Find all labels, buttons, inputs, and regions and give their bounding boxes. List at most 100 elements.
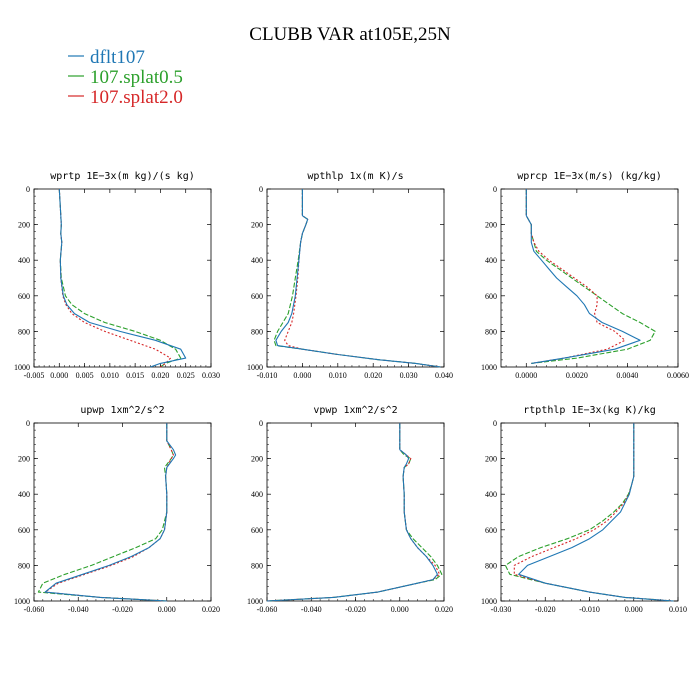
x-tick-label: 0.000 [50, 371, 68, 380]
x-tick-label: -0.020 [112, 605, 133, 614]
series-line-dflt107 [525, 189, 641, 364]
x-tick-label: -0.060 [24, 605, 45, 614]
x-tick-label: 0.0000 [515, 371, 537, 380]
x-tick-label: -0.030 [491, 605, 512, 614]
y-tick-label: 200 [18, 221, 30, 230]
x-tick-label: 0.005 [76, 371, 94, 380]
panel-5: rtpthlp 1E−3x(kg K)/kg -0.030 -0.020 -0.010… [481, 405, 687, 614]
y-tick-label: 0 [259, 185, 263, 194]
plot-frame [266, 188, 445, 368]
y-tick-label: 200 [251, 455, 263, 464]
x-tick-label: 0.020 [202, 605, 220, 614]
x-tick-label: 0.040 [435, 371, 453, 380]
legend: dflt107 107.splat0.5 107.splat2.0 [68, 47, 183, 108]
y-tick-label: 200 [18, 455, 30, 464]
x-tick-label: 0.0060 [667, 371, 689, 380]
panel-3: upwp 1xm^2/s^2 -0.060 -0.040 -0.020 0.000 0.0… [14, 405, 220, 614]
x-tick-label: 0.000 [391, 605, 409, 614]
series-line-dflt107 [275, 189, 441, 368]
y-tick-label: 600 [251, 292, 263, 301]
panel-2: wprcp 1E−3x(m/s) (kg/kg) 0.0000 0.0020 0.00… [481, 171, 689, 380]
panel-1: wpthlp 1x(m K)/s -0.010 0.000 0.010 0.020 0.0… [247, 171, 453, 380]
y-tick-label: 600 [485, 526, 497, 535]
plot-frame [500, 188, 679, 368]
series-line-dflt107 [58, 188, 187, 368]
x-tick-label: 0.000 [158, 605, 176, 614]
y-tick-label: 800 [251, 327, 263, 336]
series-line-dflt107 [44, 423, 177, 602]
x-tick-label: 0.025 [177, 371, 195, 380]
y-tick-label: 1000 [481, 363, 497, 372]
series-line-dflt107 [518, 423, 674, 602]
x-tick-label: 0.000 [293, 371, 311, 380]
x-tick-label: 0.010 [329, 371, 347, 380]
panel-0: wprtp 1E−3x(m kg)/(s kg) -0.005 0.000 0.005… [14, 171, 220, 380]
x-tick-label: 0.030 [202, 371, 220, 380]
y-tick-label: 600 [251, 526, 263, 535]
x-tick-label: -0.040 [68, 605, 89, 614]
y-tick-label: 0 [26, 419, 30, 428]
x-tick-label: 0.0040 [616, 371, 638, 380]
y-tick-label: 800 [485, 561, 497, 570]
panel-title: vpwp 1xm^2/s^2 [313, 405, 397, 416]
y-tick-label: 400 [485, 490, 497, 499]
x-tick-label: 0.010 [669, 605, 687, 614]
x-tick-label: 0.020 [364, 371, 382, 380]
x-tick-label: 0.015 [126, 371, 144, 380]
y-tick-label: 1000 [247, 363, 263, 372]
panel-title: wprtp 1E−3x(m kg)/(s kg) [50, 171, 195, 182]
y-tick-label: 1000 [247, 597, 263, 606]
series-line-107.splat2.0 [44, 423, 174, 602]
panel-title: wpthlp 1x(m K)/s [307, 171, 403, 182]
y-tick-label: 600 [18, 292, 30, 301]
figure-title: CLUBB VAR at105E,25N [249, 24, 451, 45]
panel-grid: wprtp 1E−3x(m kg)/(s kg) -0.005 0.000 0.005… [14, 171, 689, 614]
x-tick-label: 0.000 [625, 605, 643, 614]
y-tick-label: 0 [493, 419, 497, 428]
y-tick-label: 200 [251, 221, 263, 230]
x-tick-label: 0.020 [151, 371, 169, 380]
x-tick-label: -0.010 [579, 605, 600, 614]
y-tick-label: 400 [18, 490, 30, 499]
y-tick-label: 1000 [481, 597, 497, 606]
x-tick-label: -0.060 [257, 605, 278, 614]
plot-frame [33, 188, 212, 368]
y-tick-label: 800 [251, 561, 263, 570]
y-tick-label: 400 [251, 256, 263, 265]
y-tick-label: 800 [18, 327, 30, 336]
x-tick-label: -0.005 [24, 371, 45, 380]
series-line-dflt107 [266, 423, 438, 602]
y-tick-label: 800 [485, 327, 497, 336]
x-tick-label: 0.030 [400, 371, 418, 380]
panel-title: wprcp 1E−3x(m/s) (kg/kg) [517, 171, 662, 182]
x-tick-label: -0.040 [301, 605, 322, 614]
x-tick-label: 0.0020 [566, 371, 588, 380]
y-tick-label: 1000 [14, 363, 30, 372]
y-tick-label: 400 [485, 256, 497, 265]
y-tick-label: 400 [251, 490, 263, 499]
y-tick-label: 800 [18, 561, 30, 570]
y-tick-label: 0 [26, 185, 30, 194]
x-tick-label: 0.010 [101, 371, 119, 380]
y-tick-label: 200 [485, 455, 497, 464]
series-line-107.splat0.5 [504, 423, 674, 602]
panel-4: vpwp 1xm^2/s^2 -0.060 -0.040 -0.020 0.000 0.0… [247, 405, 453, 614]
x-tick-label: 0.020 [435, 605, 453, 614]
x-tick-label: -0.020 [345, 605, 366, 614]
legend-label-2: 107.splat2.0 [90, 87, 183, 108]
y-tick-label: 0 [259, 419, 263, 428]
legend-label-1: 107.splat0.5 [90, 67, 183, 88]
y-tick-label: 1000 [14, 597, 30, 606]
panel-title: upwp 1xm^2/s^2 [80, 405, 164, 416]
panel-title: rtpthlp 1E−3x(kg K)/kg [523, 405, 655, 416]
y-tick-label: 400 [18, 256, 30, 265]
y-tick-label: 200 [485, 221, 497, 230]
legend-label-0: dflt107 [90, 47, 145, 68]
y-tick-label: 600 [18, 526, 30, 535]
x-tick-label: -0.020 [535, 605, 556, 614]
y-tick-label: 600 [485, 292, 497, 301]
x-tick-label: -0.010 [257, 371, 278, 380]
y-tick-label: 0 [493, 185, 497, 194]
